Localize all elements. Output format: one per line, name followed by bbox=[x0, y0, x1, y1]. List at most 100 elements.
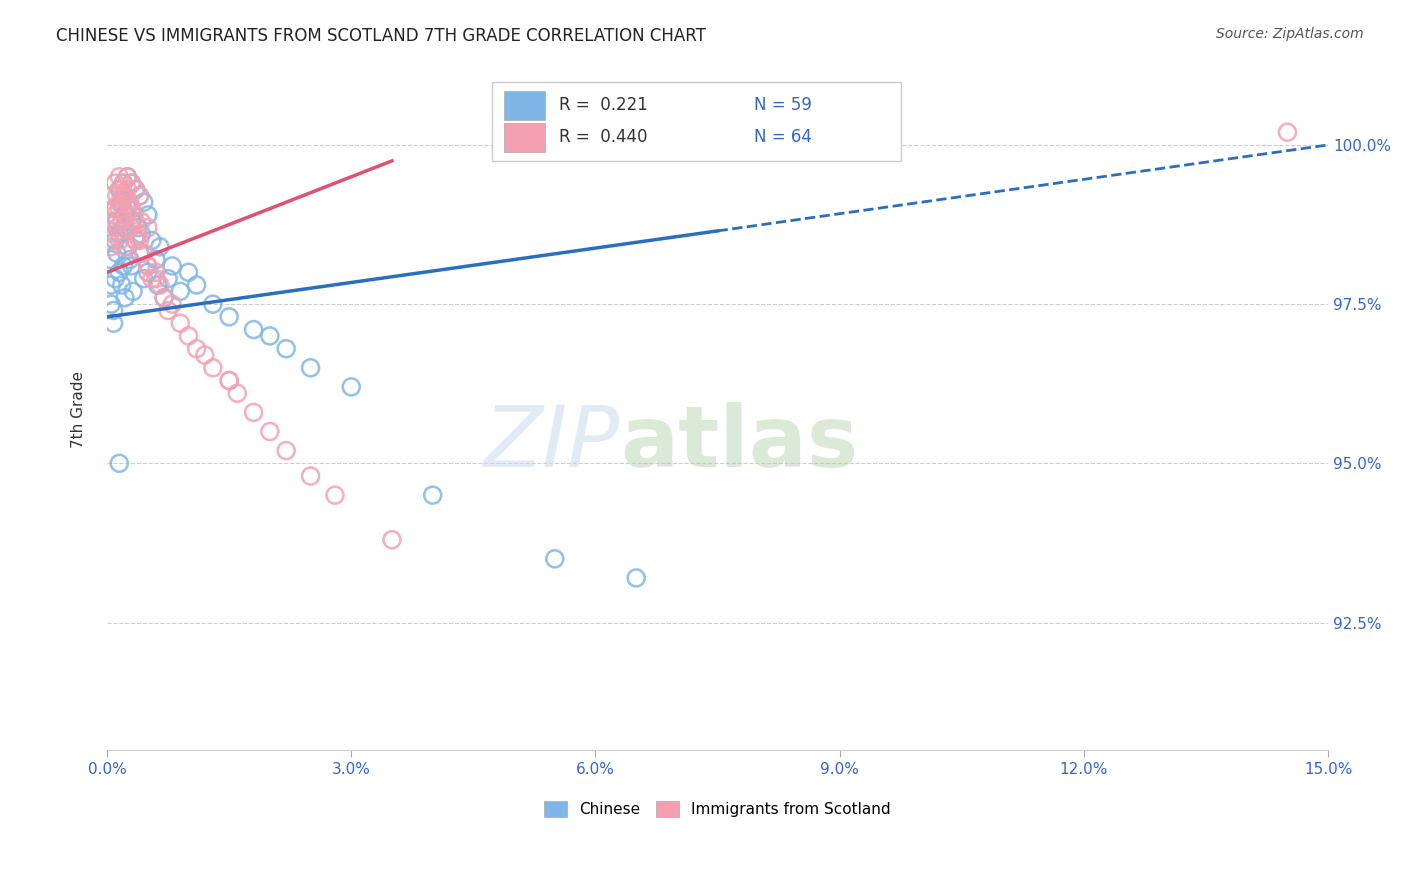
Point bbox=[108, 456, 131, 470]
Point bbox=[128, 246, 150, 260]
Point bbox=[100, 297, 122, 311]
Point bbox=[100, 278, 122, 293]
Text: atlas: atlas bbox=[620, 401, 858, 484]
Point bbox=[132, 246, 155, 260]
Point bbox=[124, 234, 146, 248]
Point bbox=[136, 259, 159, 273]
Point bbox=[149, 278, 172, 293]
Point bbox=[108, 227, 131, 241]
Point bbox=[160, 297, 183, 311]
Point bbox=[105, 220, 128, 235]
Point bbox=[422, 488, 444, 502]
Point bbox=[128, 189, 150, 203]
Point bbox=[186, 278, 208, 293]
Point bbox=[114, 189, 136, 203]
Point bbox=[218, 310, 240, 324]
Point bbox=[129, 227, 152, 241]
Point bbox=[259, 425, 281, 439]
Point bbox=[124, 182, 146, 196]
Point bbox=[114, 291, 136, 305]
Point bbox=[117, 169, 139, 184]
Point bbox=[121, 220, 143, 235]
Point bbox=[112, 189, 135, 203]
Point bbox=[118, 252, 141, 267]
Point bbox=[112, 220, 135, 235]
Point bbox=[121, 202, 143, 216]
Text: CHINESE VS IMMIGRANTS FROM SCOTLAND 7TH GRADE CORRELATION CHART: CHINESE VS IMMIGRANTS FROM SCOTLAND 7TH … bbox=[56, 27, 706, 45]
Point bbox=[122, 208, 145, 222]
Point bbox=[259, 329, 281, 343]
Point bbox=[104, 271, 127, 285]
Point bbox=[340, 380, 363, 394]
Point bbox=[129, 214, 152, 228]
Point bbox=[111, 182, 134, 196]
Y-axis label: 7th Grade: 7th Grade bbox=[72, 371, 86, 448]
Point bbox=[136, 265, 159, 279]
Point bbox=[242, 405, 264, 419]
Point bbox=[141, 271, 163, 285]
Point bbox=[136, 208, 159, 222]
Point bbox=[381, 533, 404, 547]
Point bbox=[111, 278, 134, 293]
Text: R =  0.221: R = 0.221 bbox=[558, 96, 648, 114]
Point bbox=[100, 252, 122, 267]
Point bbox=[194, 348, 217, 362]
Point bbox=[242, 322, 264, 336]
Point bbox=[121, 214, 143, 228]
Text: ZIP: ZIP bbox=[484, 401, 620, 484]
Point bbox=[124, 214, 146, 228]
Point bbox=[105, 189, 128, 203]
Point bbox=[112, 176, 135, 190]
Point bbox=[149, 240, 172, 254]
Point bbox=[145, 252, 167, 267]
Point bbox=[186, 342, 208, 356]
Point bbox=[111, 214, 134, 228]
Point bbox=[114, 208, 136, 222]
Point bbox=[114, 240, 136, 254]
Point bbox=[177, 329, 200, 343]
Point bbox=[104, 208, 127, 222]
Point bbox=[103, 202, 125, 216]
Point bbox=[104, 234, 127, 248]
Point bbox=[157, 303, 180, 318]
Point bbox=[624, 571, 647, 585]
Point bbox=[276, 443, 298, 458]
Point bbox=[117, 202, 139, 216]
Point bbox=[145, 265, 167, 279]
Point bbox=[117, 208, 139, 222]
Point bbox=[121, 259, 143, 273]
Point bbox=[105, 214, 128, 228]
Point bbox=[132, 271, 155, 285]
Point bbox=[169, 316, 191, 330]
Point bbox=[226, 386, 249, 401]
Point bbox=[544, 551, 567, 566]
Point bbox=[124, 234, 146, 248]
Point bbox=[153, 291, 176, 305]
Point bbox=[105, 246, 128, 260]
Point bbox=[128, 246, 150, 260]
Point bbox=[100, 214, 122, 228]
Text: N = 59: N = 59 bbox=[754, 96, 813, 114]
Point bbox=[201, 360, 224, 375]
FancyBboxPatch shape bbox=[492, 82, 901, 161]
Point bbox=[122, 285, 145, 299]
Point bbox=[127, 220, 149, 235]
Point bbox=[136, 259, 159, 273]
Point bbox=[108, 195, 131, 210]
Point bbox=[128, 234, 150, 248]
Point bbox=[103, 316, 125, 330]
Point bbox=[177, 265, 200, 279]
Point bbox=[157, 271, 180, 285]
Text: R =  0.440: R = 0.440 bbox=[558, 128, 647, 146]
Point bbox=[169, 285, 191, 299]
Point bbox=[276, 342, 298, 356]
Point bbox=[121, 176, 143, 190]
FancyBboxPatch shape bbox=[503, 91, 546, 120]
Point bbox=[108, 182, 131, 196]
Point bbox=[160, 259, 183, 273]
Point bbox=[127, 227, 149, 241]
Point bbox=[218, 374, 240, 388]
Point bbox=[118, 195, 141, 210]
Point bbox=[136, 220, 159, 235]
Point bbox=[218, 374, 240, 388]
